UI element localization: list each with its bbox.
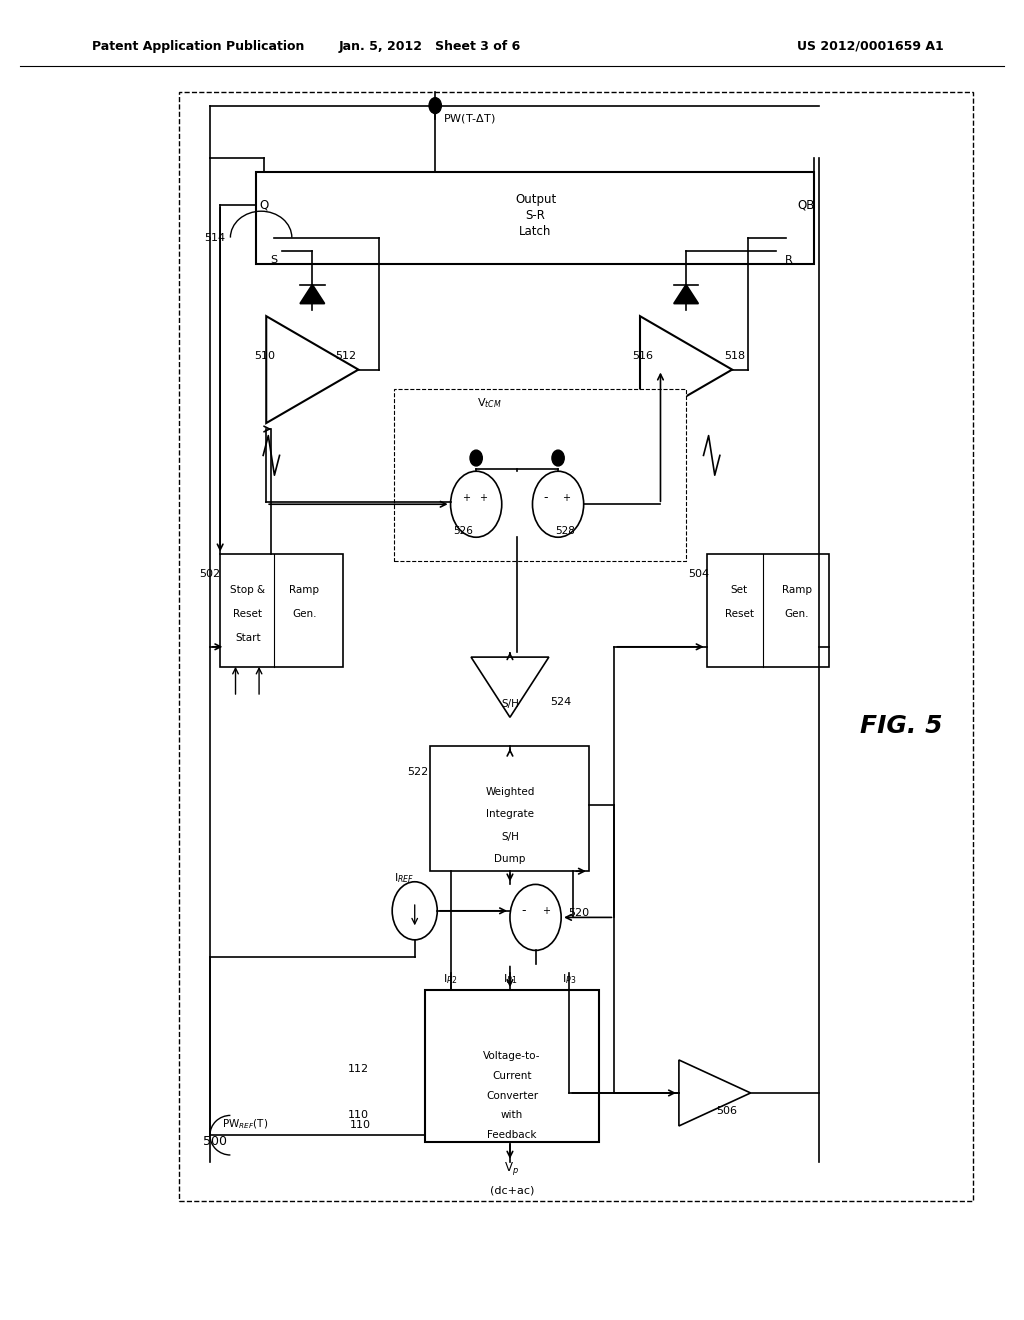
- Text: Gen.: Gen.: [784, 609, 809, 619]
- Text: Q: Q: [259, 198, 269, 211]
- Text: 516: 516: [633, 351, 653, 362]
- Text: PW$_{REF}$(T): PW$_{REF}$(T): [222, 1118, 268, 1131]
- Text: +: +: [542, 906, 550, 916]
- Text: 524: 524: [551, 697, 571, 708]
- Text: Gen.: Gen.: [292, 609, 316, 619]
- Text: Set: Set: [731, 585, 748, 595]
- Text: Dump: Dump: [495, 854, 525, 865]
- Text: PW(T-$\Delta$T): PW(T-$\Delta$T): [443, 112, 496, 125]
- Bar: [707, 554, 829, 667]
- Text: I$_{REF}$: I$_{REF}$: [394, 871, 415, 884]
- Text: 522: 522: [408, 767, 428, 777]
- Circle shape: [429, 98, 441, 114]
- Text: Stop &: Stop &: [230, 585, 265, 595]
- Circle shape: [470, 450, 482, 466]
- Text: Start: Start: [234, 632, 261, 643]
- Bar: [256, 172, 814, 264]
- Text: S/H: S/H: [501, 698, 519, 709]
- Bar: [220, 554, 343, 667]
- Text: 512: 512: [336, 351, 356, 362]
- Text: S/H: S/H: [501, 832, 519, 842]
- Text: FIG. 5: FIG. 5: [860, 714, 942, 738]
- Text: Output
S-R
Latch: Output S-R Latch: [515, 193, 556, 238]
- Text: 110: 110: [348, 1110, 369, 1121]
- Polygon shape: [674, 285, 698, 304]
- Text: QB: QB: [798, 198, 814, 211]
- Polygon shape: [300, 285, 325, 304]
- Text: I$_{P3}$: I$_{P3}$: [562, 973, 577, 986]
- Text: I$_{P2}$: I$_{P2}$: [443, 973, 458, 986]
- Text: 500: 500: [203, 1135, 227, 1148]
- Text: +: +: [562, 492, 570, 503]
- Text: 526: 526: [453, 525, 473, 536]
- Text: 112: 112: [348, 1064, 369, 1074]
- Text: R: R: [784, 255, 793, 265]
- Text: with: with: [501, 1110, 523, 1121]
- Bar: [425, 990, 599, 1142]
- Text: 514: 514: [205, 232, 225, 243]
- Text: Ramp: Ramp: [781, 585, 812, 595]
- Text: Weighted: Weighted: [485, 787, 535, 797]
- Circle shape: [552, 450, 564, 466]
- Text: Patent Application Publication: Patent Application Publication: [92, 40, 304, 53]
- Text: 506: 506: [717, 1106, 737, 1117]
- Text: 528: 528: [555, 525, 575, 536]
- Text: Feedback: Feedback: [487, 1130, 537, 1140]
- Text: I$_{P1}$: I$_{P1}$: [503, 973, 517, 986]
- Text: Integrate: Integrate: [486, 809, 534, 820]
- Text: 520: 520: [568, 908, 589, 919]
- Text: Current: Current: [493, 1071, 531, 1081]
- Text: V$_p$: V$_p$: [505, 1160, 519, 1176]
- Text: 504: 504: [688, 569, 709, 579]
- Text: Reset: Reset: [233, 609, 262, 619]
- Bar: [430, 746, 589, 871]
- Text: +: +: [479, 492, 487, 503]
- Text: 502: 502: [200, 569, 220, 579]
- Text: 110: 110: [350, 1119, 371, 1130]
- Text: 510: 510: [254, 351, 274, 362]
- Text: Converter: Converter: [486, 1090, 538, 1101]
- Text: +: +: [462, 492, 470, 503]
- Text: -: -: [521, 904, 525, 917]
- Text: Voltage-to-: Voltage-to-: [483, 1051, 541, 1061]
- Text: 518: 518: [725, 351, 745, 362]
- Text: -: -: [544, 491, 548, 504]
- Text: V$_{tCM}$: V$_{tCM}$: [477, 396, 502, 409]
- Bar: [394, 389, 686, 561]
- Text: S: S: [270, 255, 276, 265]
- Bar: [179, 92, 973, 1201]
- Text: (dc+ac): (dc+ac): [489, 1185, 535, 1196]
- Text: US 2012/0001659 A1: US 2012/0001659 A1: [797, 40, 944, 53]
- Text: Ramp: Ramp: [289, 585, 319, 595]
- Text: Reset: Reset: [725, 609, 754, 619]
- Text: Jan. 5, 2012   Sheet 3 of 6: Jan. 5, 2012 Sheet 3 of 6: [339, 40, 521, 53]
